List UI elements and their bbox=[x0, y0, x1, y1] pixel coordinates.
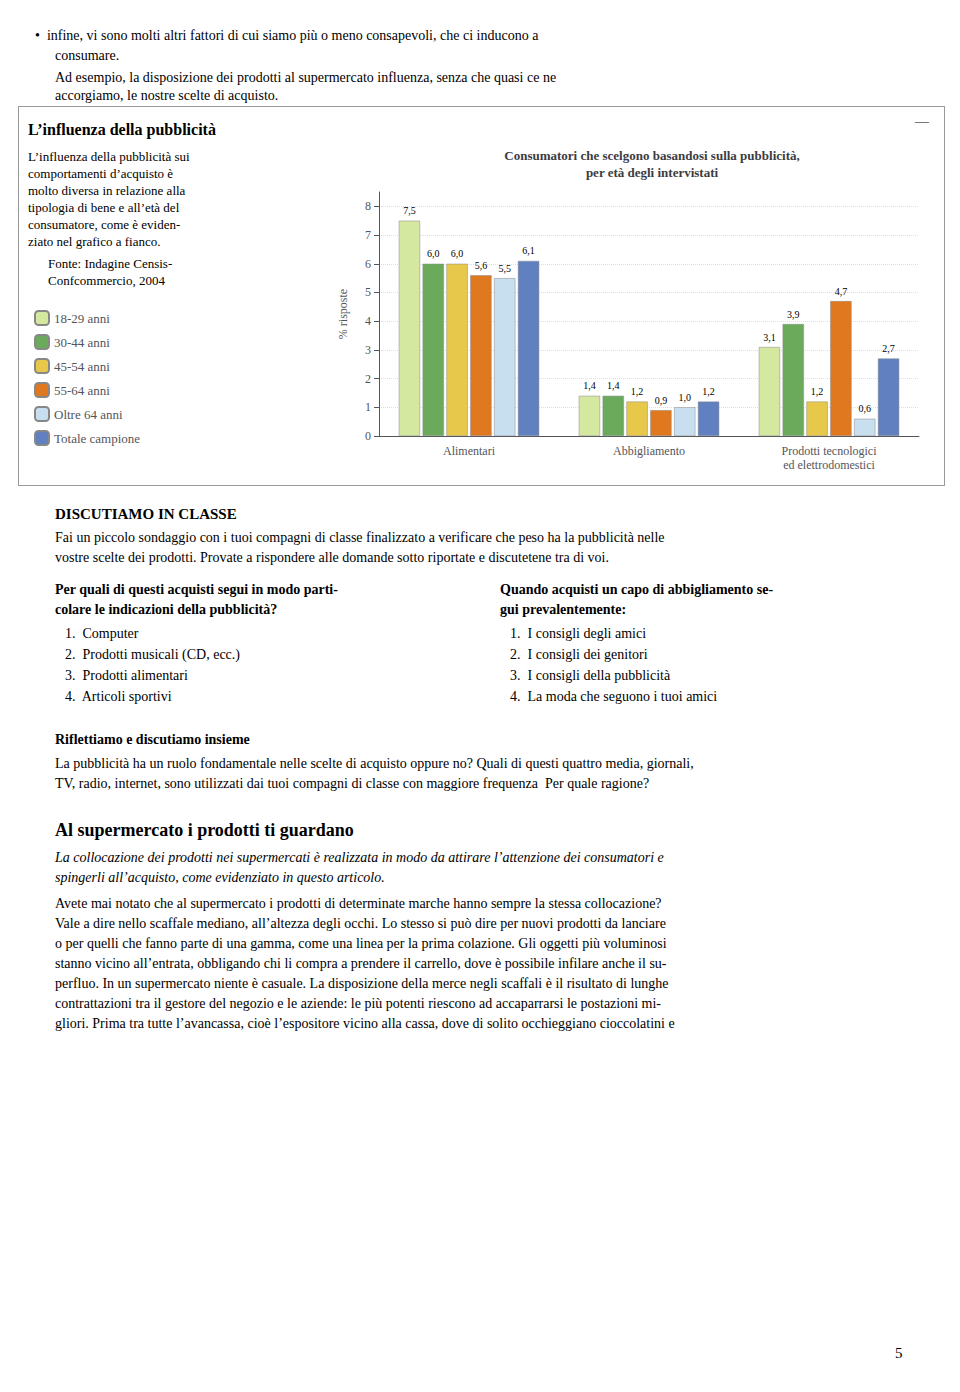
html-text:La pubblicità ha un ruolo fond: La pubblicità ha un ruolo fondamentale n… bbox=[55, 756, 694, 771]
html-text:Quando acquisti un capo di abb: Quando acquisti un capo di abbigliamento… bbox=[500, 582, 774, 597]
html-text:3. I consigli della pubblicità: 3. I consigli della pubblicità bbox=[510, 668, 671, 683]
html-text:o per quelli che fanno parte d: o per quelli che fanno parte di una gamm… bbox=[55, 936, 667, 951]
html-text:Fonte: Indagine Censis-: Fonte: Indagine Censis- bbox=[48, 256, 173, 271]
html-text:4. La moda che seguono i tuoi: 4. La moda che seguono i tuoi amici bbox=[510, 689, 718, 704]
html-text:gui prevalentemente:: gui prevalentemente: bbox=[500, 602, 627, 617]
svg-text:5,6: 5,6 bbox=[475, 260, 488, 271]
html-text:Ad esempio, la disposizione de: Ad esempio, la disposizione dei prodotti… bbox=[55, 70, 557, 85]
html-text:consumatore, come è eviden-: consumatore, come è eviden- bbox=[28, 217, 181, 232]
html-text:gliori. Prima tra tutte l’avan: gliori. Prima tra tutte l’avancassa, cio… bbox=[55, 1016, 675, 1031]
html-text:DISCUTIAMO IN CLASSE: DISCUTIAMO IN CLASSE bbox=[55, 506, 237, 522]
svg-text:18-29 anni: 18-29 anni bbox=[54, 311, 110, 326]
html-text:Per quali di questi acquisti s: Per quali di questi acquisti segui in mo… bbox=[55, 582, 338, 597]
html-text:molto diversa in relazione all: molto diversa in relazione alla bbox=[28, 183, 186, 198]
svg-text:5,5: 5,5 bbox=[498, 263, 511, 274]
svg-text:0: 0 bbox=[365, 429, 371, 443]
html-text:Fai un piccolo sondaggio con i: Fai un piccolo sondaggio con i tuoi comp… bbox=[55, 530, 665, 545]
svg-text:6,0: 6,0 bbox=[427, 248, 440, 259]
html-text:L’influenza della pubblicità s: L’influenza della pubblicità sui bbox=[28, 149, 190, 164]
svg-text:1,0: 1,0 bbox=[678, 392, 691, 403]
svg-text:5: 5 bbox=[365, 285, 371, 299]
svg-text:3,9: 3,9 bbox=[787, 309, 800, 320]
html-text:• infine, vi sono molti altri: • infine, vi sono molti altri fattori di… bbox=[35, 28, 539, 43]
svg-text:ed elettrodomestici: ed elettrodomestici bbox=[783, 458, 875, 472]
svg-text:45-54 anni: 45-54 anni bbox=[54, 359, 110, 374]
html-text:Al supermercato i prodotti ti: Al supermercato i prodotti ti guardano bbox=[55, 820, 354, 840]
html-text:2. I consigli dei genitori: 2. I consigli dei genitori bbox=[510, 647, 648, 662]
html-text:1. Computer: 1. Computer bbox=[65, 626, 139, 641]
svg-text:per età degli intervistati: per età degli intervistati bbox=[586, 165, 719, 180]
html-text:colare le indicazioni della pu: colare le indicazioni della pubblicità? bbox=[55, 602, 278, 617]
html-text:tipologia di bene e all’età de: tipologia di bene e all’età del bbox=[28, 200, 180, 215]
html-text:Vale a dire nello scaffale med: Vale a dire nello scaffale mediano, all’… bbox=[55, 916, 666, 931]
html-text:accorgiamo, le nostre scelte d: accorgiamo, le nostre scelte di acquisto… bbox=[55, 88, 279, 103]
svg-text:0,6: 0,6 bbox=[858, 403, 871, 414]
html-text:La collocazione dei prodotti n: La collocazione dei prodotti nei superme… bbox=[55, 850, 664, 865]
html-text:contrattazioni tra il gestore: contrattazioni tra il gestore del negozi… bbox=[55, 996, 661, 1011]
svg-text:Totale campione: Totale campione bbox=[54, 431, 140, 446]
svg-text:6: 6 bbox=[365, 257, 371, 271]
svg-text:8: 8 bbox=[365, 199, 371, 213]
html-text:5: 5 bbox=[895, 1345, 903, 1361]
svg-text:% risposte: % risposte bbox=[336, 289, 350, 339]
svg-text:3,1: 3,1 bbox=[763, 332, 776, 343]
svg-text:0,9: 0,9 bbox=[655, 395, 668, 406]
html-text:2. Prodotti musicali (CD, ecc.: 2. Prodotti musicali (CD, ecc.) bbox=[65, 647, 240, 662]
svg-text:1: 1 bbox=[365, 400, 371, 414]
html-text:Riflettiamo e discutiamo insie: Riflettiamo e discutiamo insieme bbox=[55, 732, 250, 747]
html-text:perfluo. In un supermercato ni: perfluo. In un supermercato niente è cas… bbox=[55, 976, 669, 991]
html-text:ziato nel grafico a fianco.: ziato nel grafico a fianco. bbox=[28, 234, 161, 249]
svg-text:1,4: 1,4 bbox=[583, 380, 596, 391]
svg-text:6,1: 6,1 bbox=[522, 245, 535, 256]
html-text:consumare.: consumare. bbox=[55, 48, 120, 63]
html-text:3. Prodotti alimentari: 3. Prodotti alimentari bbox=[65, 668, 188, 683]
svg-text:1,2: 1,2 bbox=[702, 386, 715, 397]
html-text:vostre scelte dei prodotti. Pr: vostre scelte dei prodotti. Provate a ri… bbox=[55, 550, 609, 565]
svg-text:2: 2 bbox=[365, 372, 371, 386]
svg-text:7,5: 7,5 bbox=[403, 205, 416, 216]
svg-text:55-64 anni: 55-64 anni bbox=[54, 383, 110, 398]
svg-text:Oltre 64 anni: Oltre 64 anni bbox=[54, 407, 123, 422]
svg-text:Consumatori che scelgono basan: Consumatori che scelgono basandosi sulla… bbox=[504, 148, 799, 163]
svg-text:Prodotti tecnologici: Prodotti tecnologici bbox=[782, 444, 878, 458]
html-text:4. Articoli sportivi: 4. Articoli sportivi bbox=[65, 689, 172, 704]
svg-text:4,7: 4,7 bbox=[835, 286, 848, 297]
svg-text:1,4: 1,4 bbox=[607, 380, 620, 391]
svg-text:1,2: 1,2 bbox=[631, 386, 644, 397]
html-text:TV, radio, internet, sono util: TV, radio, internet, sono utilizzati dai… bbox=[55, 776, 650, 791]
html-text:Confcommercio, 2004: Confcommercio, 2004 bbox=[48, 273, 165, 288]
svg-text:3: 3 bbox=[365, 343, 371, 357]
svg-text:7: 7 bbox=[365, 228, 371, 242]
html-text:comportamenti d’acquisto è: comportamenti d’acquisto è bbox=[28, 166, 174, 181]
html-text:spingerli all’acquisto, come e: spingerli all’acquisto, come evidenziato… bbox=[55, 870, 385, 885]
svg-text:1,2: 1,2 bbox=[811, 386, 824, 397]
svg-text:2,7: 2,7 bbox=[882, 343, 895, 354]
html-text:L’influenza della pubblicità: L’influenza della pubblicità bbox=[28, 121, 216, 138]
svg-text:Alimentari: Alimentari bbox=[443, 444, 496, 458]
html-text:1. I consigli degli amici: 1. I consigli degli amici bbox=[510, 626, 647, 641]
svg-text:30-44 anni: 30-44 anni bbox=[54, 335, 110, 350]
html-text:stanno vicino all’entrata, obb: stanno vicino all’entrata, obbligando ch… bbox=[55, 956, 667, 971]
svg-text:6,0: 6,0 bbox=[451, 248, 464, 259]
svg-text:Abbigliamento: Abbigliamento bbox=[613, 444, 685, 458]
svg-text:4: 4 bbox=[365, 314, 371, 328]
html-text:Avete mai notato che al superm: Avete mai notato che al supermercato i p… bbox=[55, 896, 662, 911]
